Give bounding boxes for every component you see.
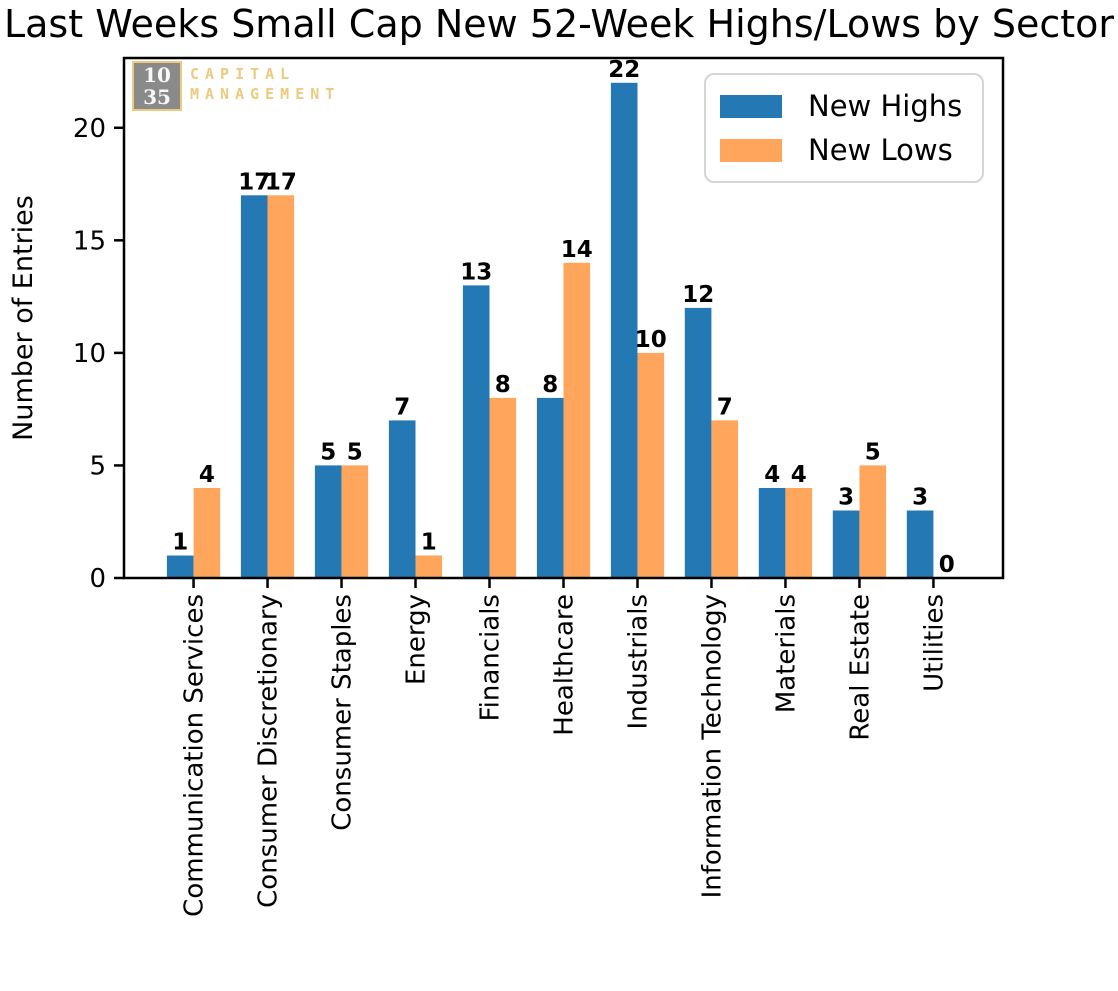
bar <box>859 465 887 578</box>
bar <box>785 488 813 578</box>
y-tick-label: 20 <box>73 114 106 144</box>
bar <box>415 555 443 578</box>
bar-value-label: 4 <box>199 462 215 488</box>
bar-value-label: 12 <box>682 282 714 308</box>
bar <box>193 488 221 578</box>
bar-value-label: 5 <box>347 439 363 465</box>
x-tick-label: Consumer Staples <box>328 594 358 831</box>
bar <box>610 82 638 579</box>
bar <box>314 465 342 578</box>
y-tick-label: 0 <box>89 564 106 594</box>
bar-value-label: 0 <box>939 552 955 578</box>
bar-value-label: 17 <box>265 169 297 195</box>
bar-value-label: 3 <box>912 485 928 511</box>
bar <box>489 397 517 578</box>
legend-item-new-lows: New Lows <box>720 131 966 169</box>
bar-value-label: 13 <box>460 259 492 285</box>
bar <box>832 510 860 578</box>
bar-value-label: 17 <box>238 169 270 195</box>
bar-value-label: 8 <box>542 372 558 398</box>
bar <box>240 195 268 579</box>
legend-swatch-new-lows <box>720 138 782 162</box>
y-tick-label: 15 <box>73 226 106 256</box>
bar <box>341 465 369 578</box>
y-axis-label: Number of Entries <box>8 195 39 441</box>
bar-value-label: 10 <box>635 327 667 353</box>
bar <box>637 352 665 578</box>
x-tick-label: Real Estate <box>845 594 875 741</box>
watermark-number-top: 10 <box>143 63 171 87</box>
bar-value-label: 8 <box>495 372 511 398</box>
plot-border <box>122 56 1005 580</box>
bar <box>906 510 934 578</box>
bar-value-label: 1 <box>421 530 437 556</box>
bar <box>563 262 591 578</box>
x-tick-label: Financials <box>476 594 506 721</box>
watermark-logo: 10 35 CAPITAL MANAGEMENT <box>132 61 340 111</box>
bar-value-label: 22 <box>608 57 640 83</box>
x-tick-label: Communication Services <box>180 594 210 917</box>
bar-value-label: 7 <box>717 394 733 420</box>
watermark-text-capital: CAPITAL <box>190 65 296 83</box>
legend: New Highs New Lows <box>704 73 984 183</box>
watermark-text-management: MANAGEMENT <box>190 85 341 103</box>
legend-item-new-highs: New Highs <box>720 87 966 125</box>
watermark-logo-text: CAPITAL MANAGEMENT <box>190 64 340 104</box>
bar-value-label: 1 <box>172 530 188 556</box>
bar-value-label: 4 <box>791 462 807 488</box>
bar <box>388 420 416 578</box>
bar <box>684 307 712 578</box>
chart-title: Last Weeks Small Cap New 52-Week Highs/L… <box>3 2 1115 46</box>
bar-value-label: 5 <box>320 439 336 465</box>
bar <box>711 420 739 578</box>
bar <box>758 488 786 578</box>
x-tick-label: Consumer Discretionary <box>254 594 284 908</box>
legend-label-new-highs: New Highs <box>808 89 963 123</box>
y-tick-label: 10 <box>73 339 106 369</box>
watermark-logo-box: 10 35 <box>132 61 182 111</box>
legend-label-new-lows: New Lows <box>808 133 953 167</box>
legend-swatch-new-highs <box>720 94 782 118</box>
bar-value-label: 5 <box>865 439 881 465</box>
bar-value-label: 3 <box>838 485 854 511</box>
bar <box>166 555 194 578</box>
x-tick-label: Materials <box>771 594 801 713</box>
watermark-number-bottom: 35 <box>143 85 171 109</box>
bar-value-label: 14 <box>561 237 593 263</box>
bar-value-label: 7 <box>394 394 410 420</box>
x-tick-label: Healthcare <box>550 594 580 736</box>
y-tick-label: 5 <box>89 451 106 481</box>
bar <box>267 195 295 579</box>
x-tick-label: Energy <box>402 594 432 685</box>
bar <box>536 397 564 578</box>
bar <box>462 285 490 578</box>
x-tick-label: Information Technology <box>697 594 727 898</box>
x-tick-label: Utilities <box>919 594 949 692</box>
bar-value-label: 4 <box>764 462 780 488</box>
x-tick-label: Industrials <box>623 594 653 729</box>
